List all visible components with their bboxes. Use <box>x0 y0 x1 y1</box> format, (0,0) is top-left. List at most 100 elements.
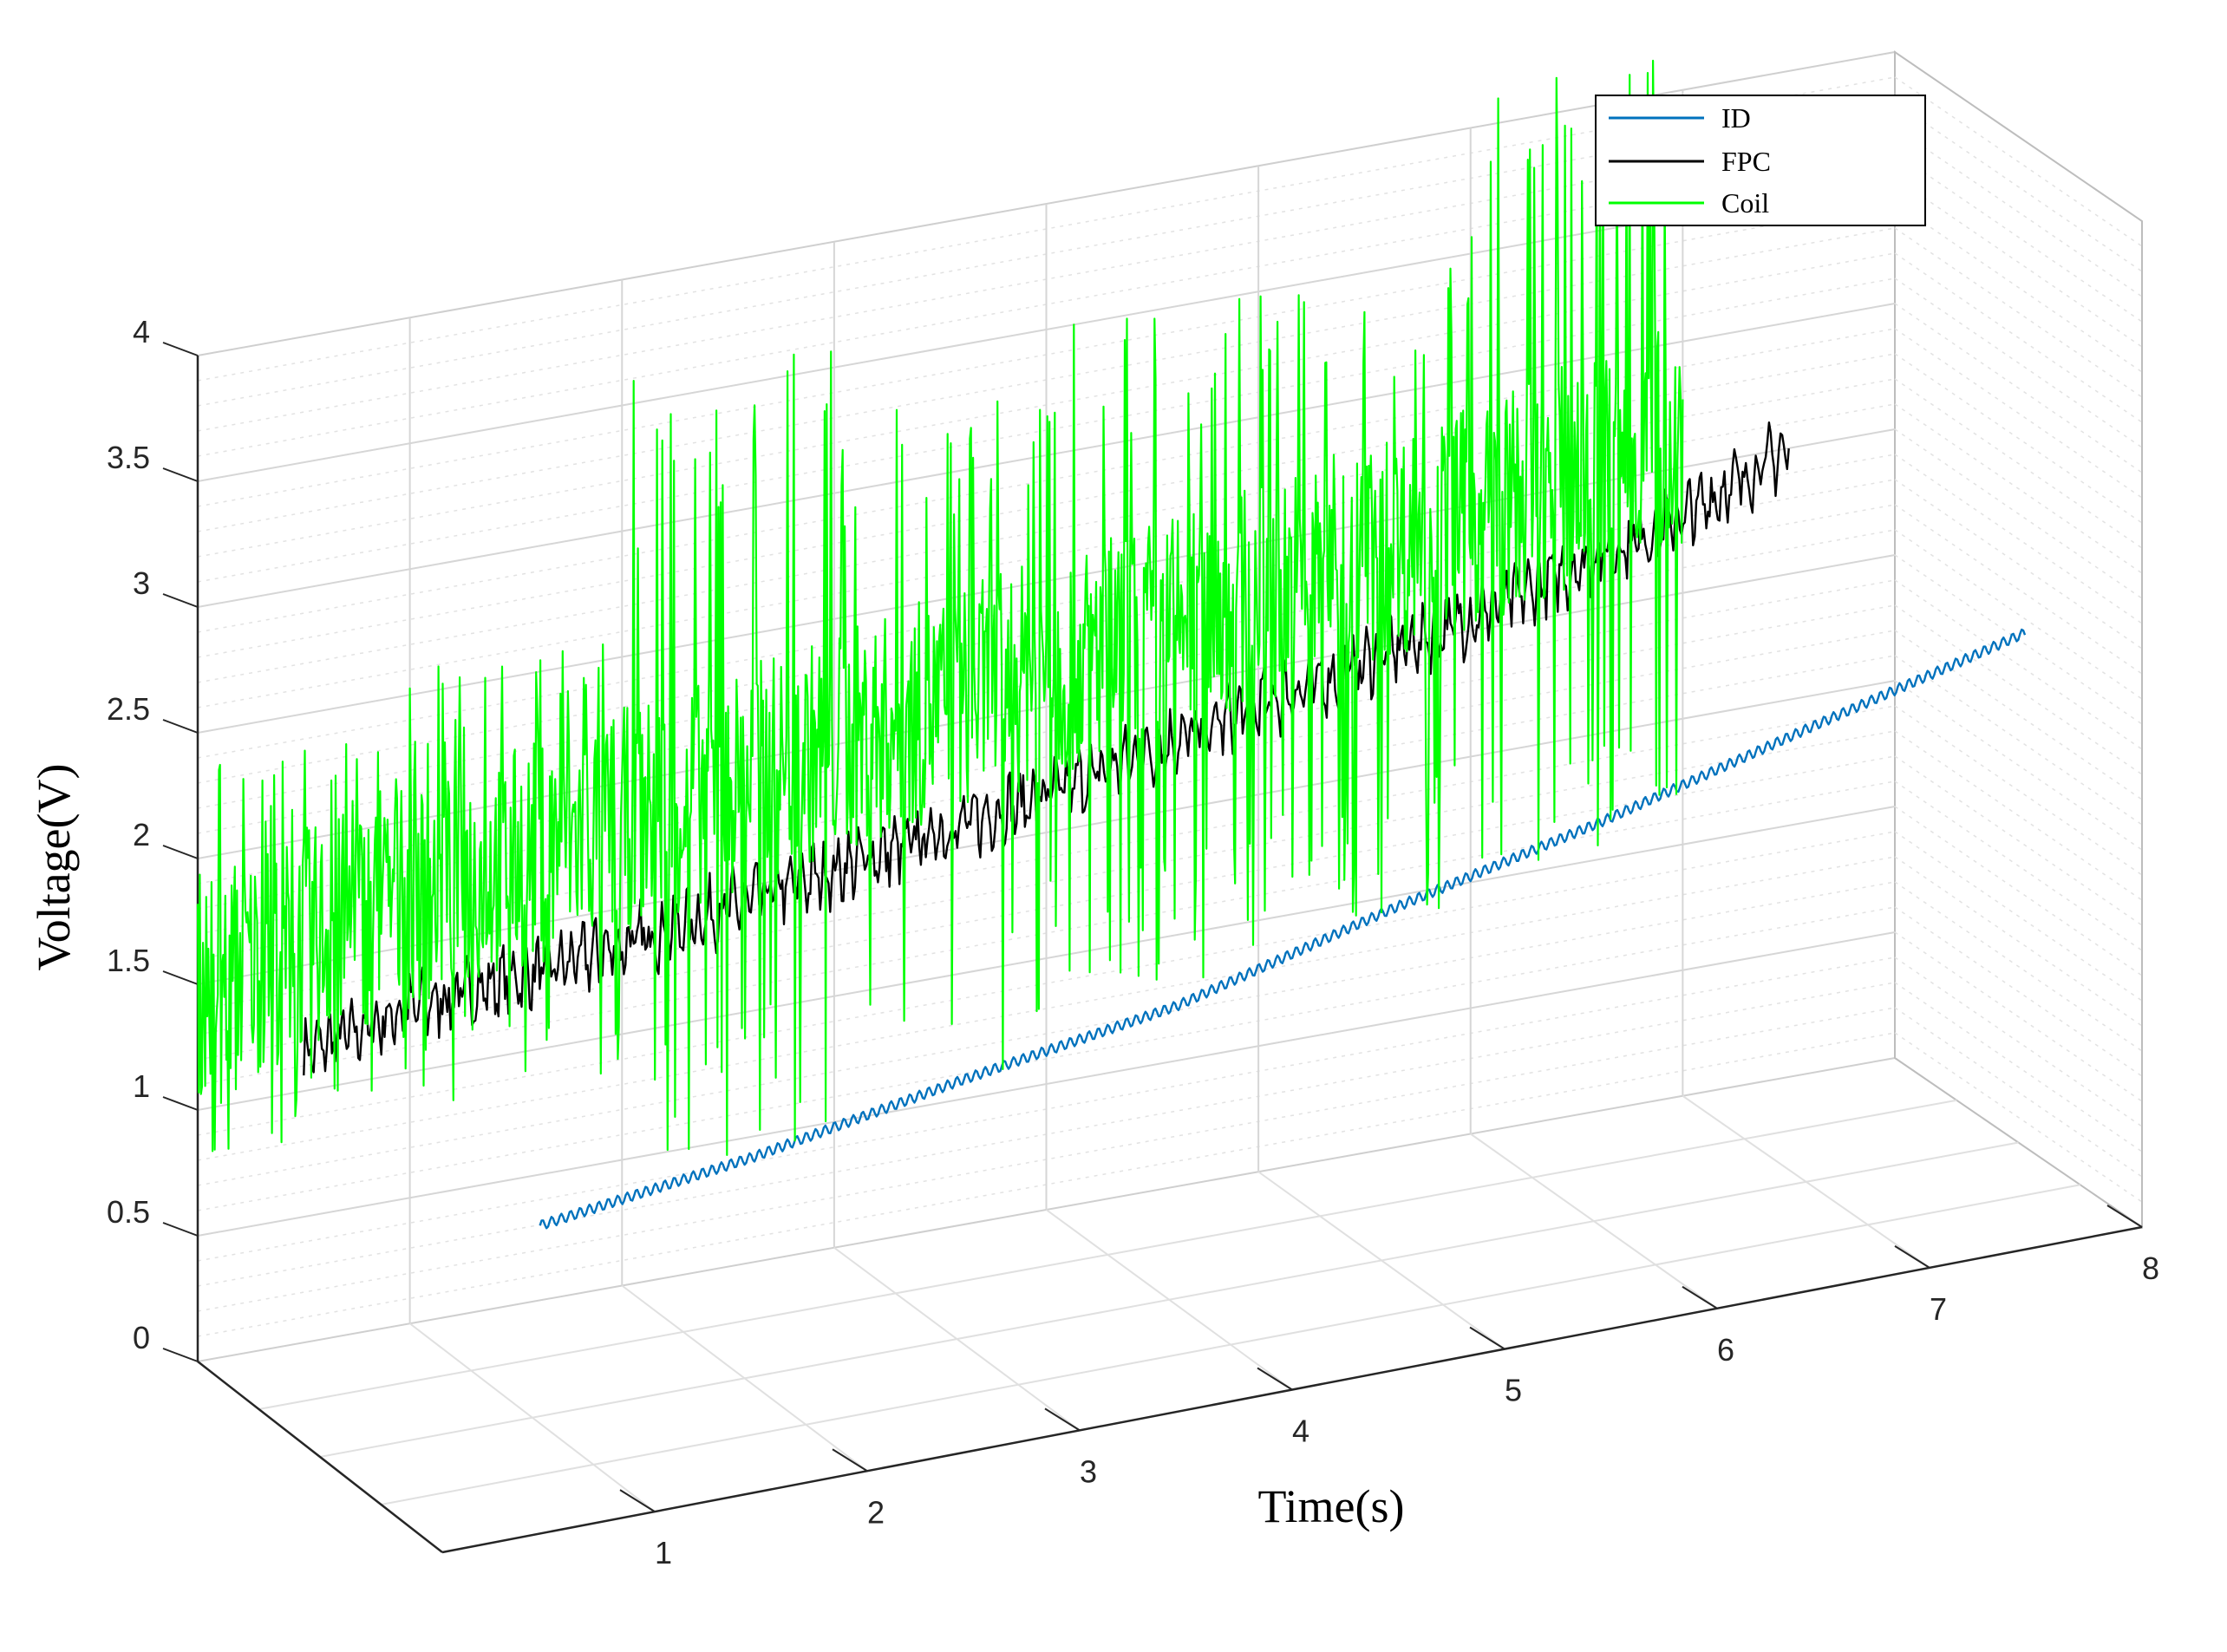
minor-gridline-side <box>1894 755 2143 926</box>
minor-gridline <box>197 454 1896 759</box>
minor-gridline <box>197 479 1896 784</box>
minor-gridline-side <box>1894 353 2143 524</box>
minor-gridline <box>197 278 1896 583</box>
minor-gridline-side <box>1894 730 2143 901</box>
minor-gridline-side <box>1894 957 2143 1127</box>
minor-gridline-side <box>1894 202 2143 373</box>
minor-gridline-side <box>1894 378 2143 549</box>
minor-gridline-side <box>1894 303 2143 473</box>
minor-gridline <box>197 353 1896 658</box>
y-tick-label: 2 <box>133 817 150 852</box>
minor-gridline-side <box>1894 278 2143 448</box>
y-tick-mark <box>162 1096 199 1111</box>
minor-gridline-side <box>1894 454 2143 624</box>
x-tick-label: 2 <box>867 1494 885 1530</box>
minor-gridline <box>197 529 1896 834</box>
y-tick-label: 3.5 <box>107 440 150 475</box>
y-tick-label: 4 <box>133 314 150 349</box>
y-tick-mark <box>162 719 199 734</box>
x-tick-label: 7 <box>1930 1291 1947 1327</box>
minor-gridline <box>197 957 1896 1262</box>
y-axis-title: Voltage(V) <box>28 764 80 971</box>
y-tick-mark <box>162 467 199 482</box>
minor-gridline <box>197 579 1896 885</box>
legend-label-coil: Coil <box>1721 187 1769 219</box>
depth-axis-line <box>197 1361 443 1553</box>
floor-depth-gridline <box>319 1141 2019 1458</box>
minor-gridline <box>197 705 1896 1010</box>
minor-gridline-side <box>1894 76 2143 247</box>
minor-gridline-side <box>1894 403 2143 574</box>
minor-gridline <box>197 101 1896 407</box>
x-tick-mark <box>619 1489 656 1512</box>
x-tick-label: 3 <box>1080 1453 1097 1489</box>
y-tick-label: 2.5 <box>107 691 150 727</box>
minor-gridline <box>197 881 1896 1186</box>
minor-gridline-side <box>1894 806 2143 976</box>
minor-gridline-side <box>1894 101 2143 272</box>
x-tick-mark <box>1682 1285 1718 1309</box>
x-tick-mark <box>1257 1367 1293 1391</box>
minor-gridline-side <box>1894 630 2143 800</box>
minor-gridline <box>197 831 1896 1136</box>
y-tick-mark <box>162 1222 199 1237</box>
minor-gridline <box>197 127 1896 432</box>
minor-gridline <box>197 982 1896 1287</box>
minor-gridline-side <box>1894 428 2143 599</box>
series-line-coil <box>196 59 1684 1156</box>
minor-gridline <box>197 906 1896 1211</box>
minor-gridline-side <box>1894 881 2143 1052</box>
floor-depth-gridline <box>381 1184 2080 1505</box>
floor-depth-gridline <box>258 1099 1957 1410</box>
minor-gridline <box>197 227 1896 532</box>
legend: ID FPC Coil <box>1595 95 1926 226</box>
x-tick-mark <box>832 1448 868 1472</box>
axes <box>162 342 2143 1554</box>
minor-gridline-side <box>1894 931 2143 1102</box>
minor-gridline <box>197 856 1896 1161</box>
minor-gridline <box>197 252 1896 558</box>
minor-gridline <box>197 202 1896 507</box>
minor-gridline <box>197 730 1896 1035</box>
minor-gridline-side <box>1894 780 2143 951</box>
x-tick-mark <box>2106 1205 2143 1228</box>
minor-gridline <box>197 655 1896 960</box>
legend-label-fpc: FPC <box>1721 146 1771 177</box>
minor-gridline <box>197 504 1896 809</box>
y-tick-mark <box>162 1348 199 1362</box>
y-tick-mark <box>162 342 199 356</box>
minor-gridline <box>197 780 1896 1086</box>
y-tick-label: 1.5 <box>107 943 150 978</box>
minor-gridline-side <box>1894 831 2143 1002</box>
minor-gridline-side <box>1894 655 2143 826</box>
minor-gridline-side <box>1894 529 2143 700</box>
y-tick-label: 0 <box>133 1320 150 1355</box>
side-wall <box>1894 50 2143 1229</box>
minor-gridline <box>197 152 1896 457</box>
y-tick-mark <box>162 970 199 985</box>
minor-gridline-side <box>1894 504 2143 675</box>
minor-gridline <box>197 1007 1896 1312</box>
x-tick-label: 8 <box>2142 1250 2159 1286</box>
x-tick-mark <box>1894 1245 1930 1269</box>
minor-gridline-side <box>1894 982 2143 1152</box>
minor-gridline-side <box>1894 252 2143 423</box>
y-tick-label: 0.5 <box>107 1194 150 1230</box>
x-tick-label: 1 <box>655 1535 672 1570</box>
x-tick-mark <box>1044 1407 1081 1432</box>
minor-gridline-side <box>1894 604 2143 775</box>
x-tick-mark <box>1469 1326 1505 1350</box>
minor-gridline-side <box>1894 856 2143 1027</box>
legend-label-id: ID <box>1721 102 1751 134</box>
y-tick-label: 3 <box>133 565 150 601</box>
x-tick-label: 4 <box>1292 1414 1309 1449</box>
series-layer <box>196 59 2027 1230</box>
minor-gridline <box>197 755 1896 1061</box>
minor-gridline-side <box>1894 127 2143 297</box>
y-tick-label: 1 <box>133 1068 150 1104</box>
x-tick-label: 5 <box>1505 1373 1522 1408</box>
minor-gridline-side <box>1894 152 2143 323</box>
minor-gridline-side <box>1894 1007 2143 1178</box>
minor-gridline-side <box>1894 680 2143 851</box>
